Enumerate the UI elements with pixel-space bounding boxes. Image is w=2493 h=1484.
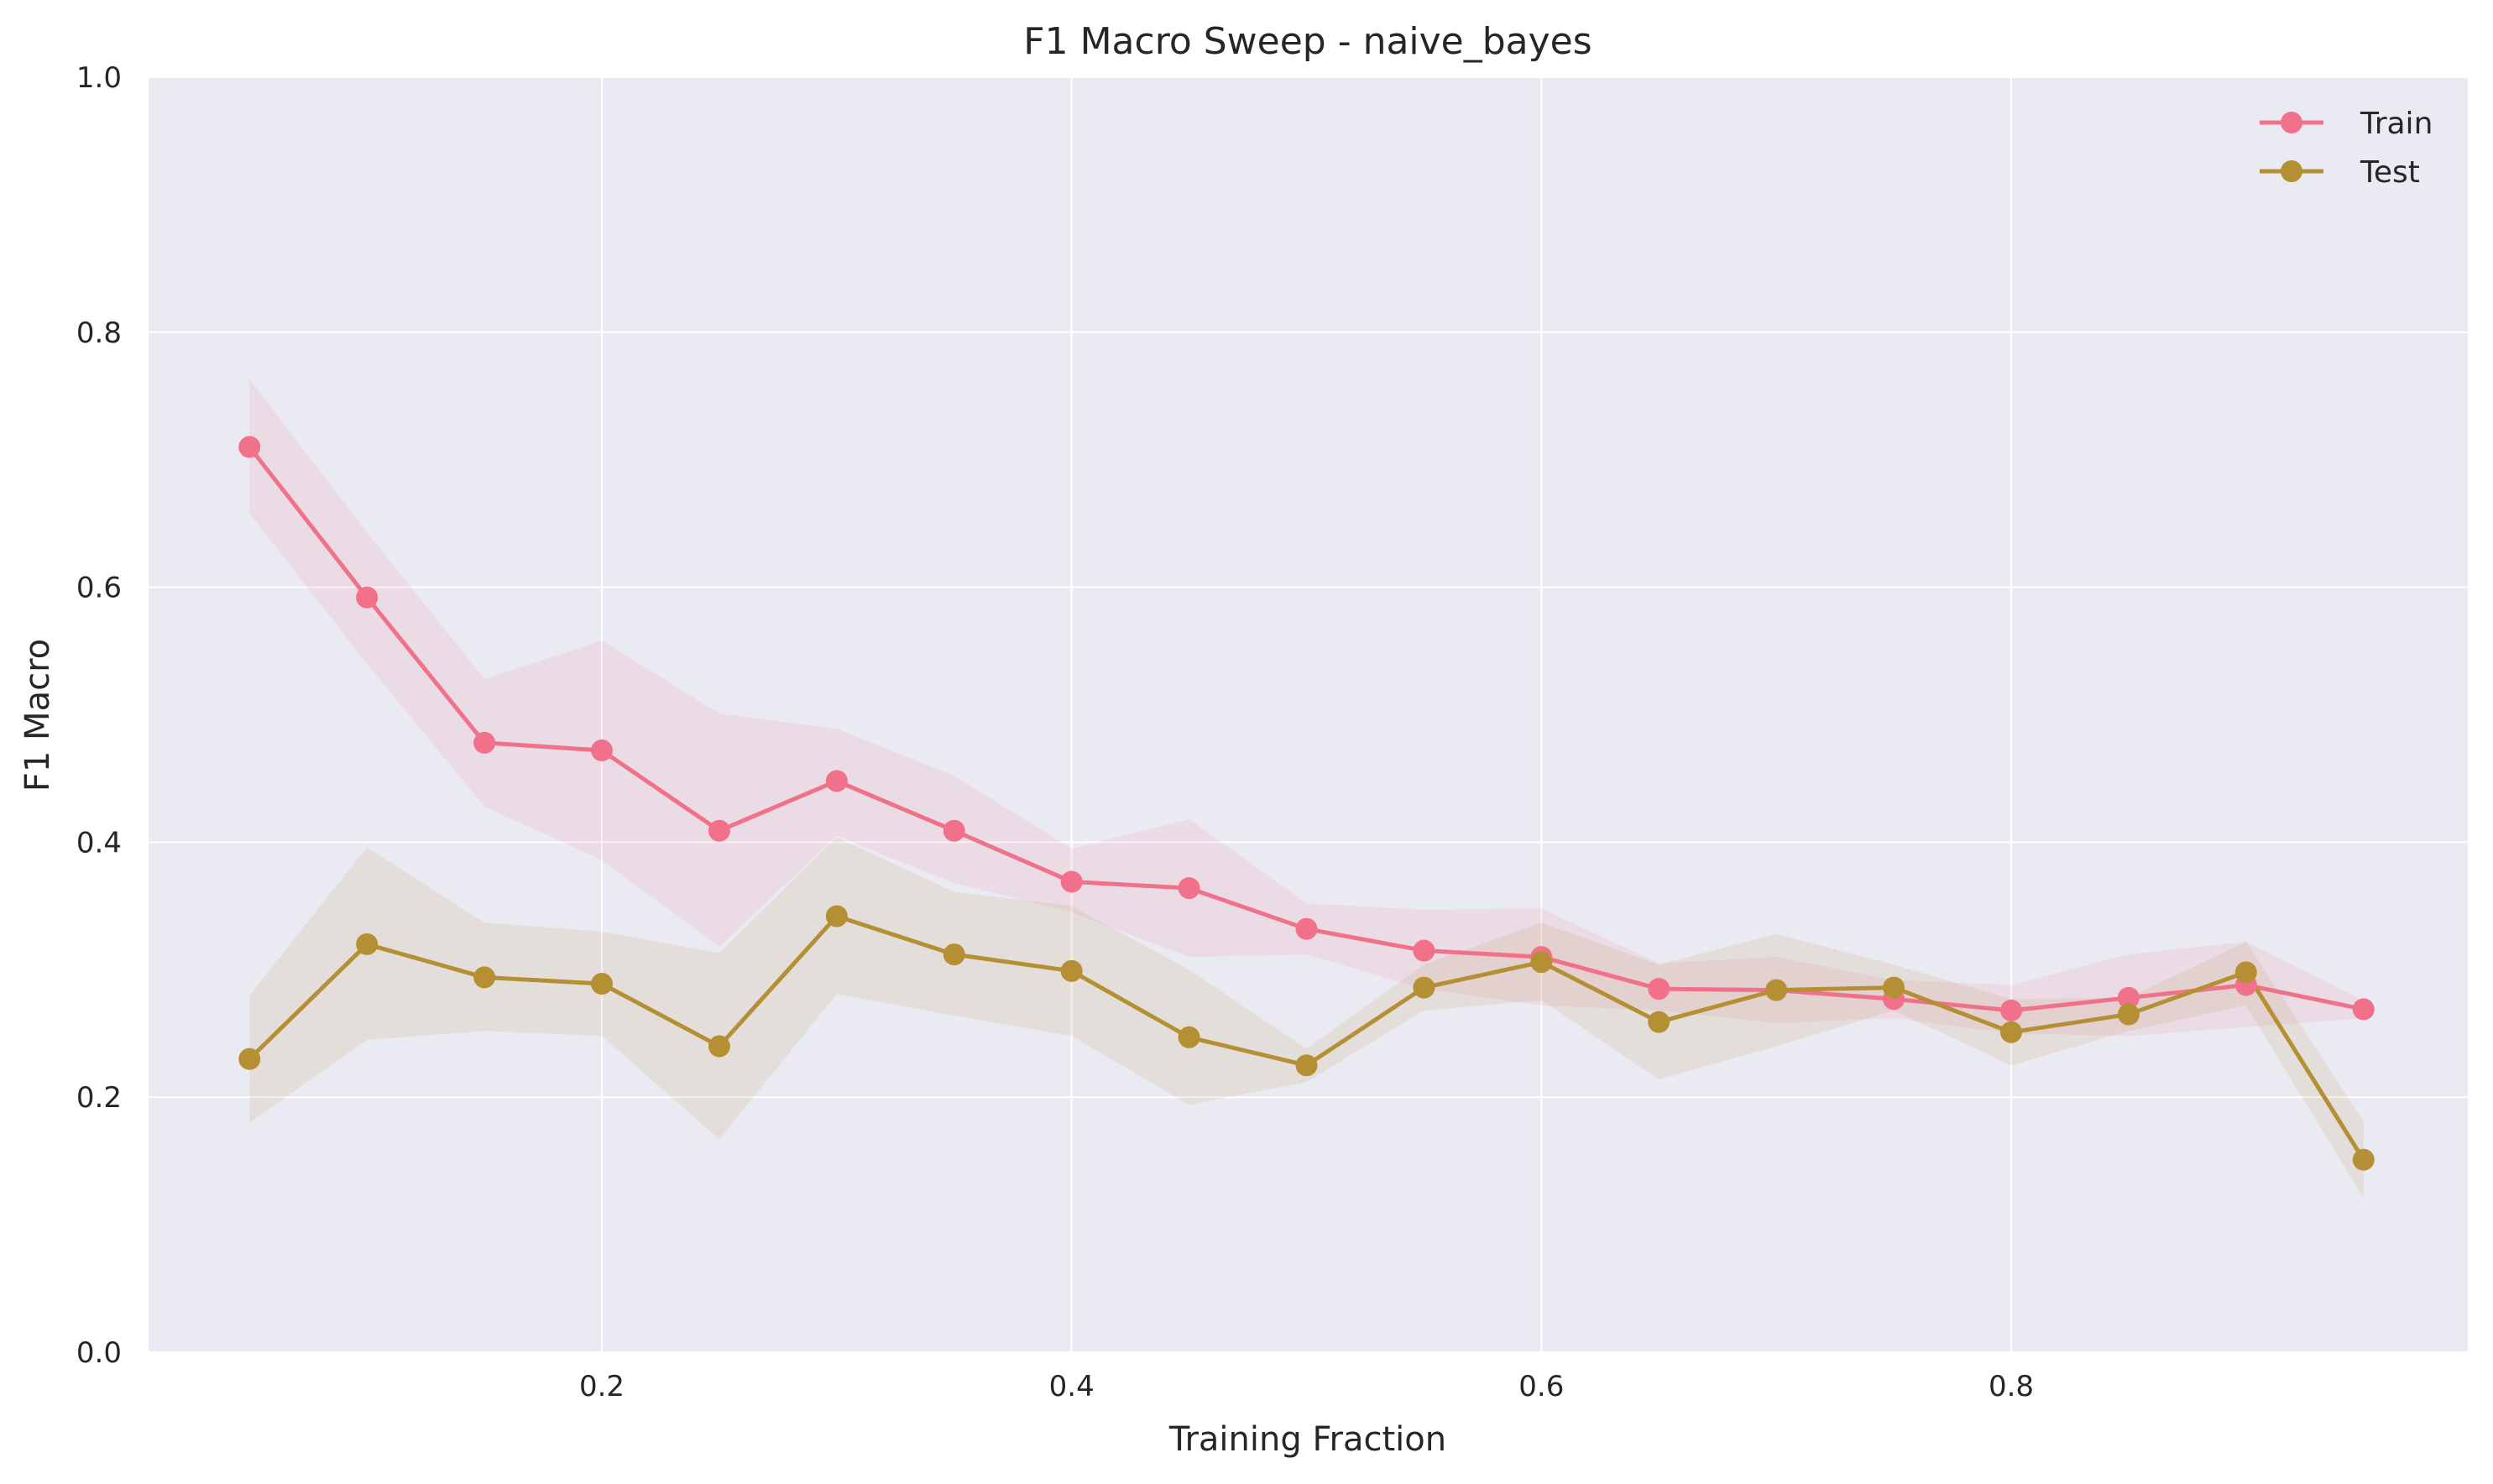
test-data-point	[943, 943, 965, 966]
train-data-point	[825, 770, 848, 792]
train-data-point	[943, 819, 965, 842]
x-tick-label: 0.8	[1989, 1370, 2034, 1403]
test-confidence-band	[249, 837, 2364, 1199]
legend-train-marker	[2281, 112, 2302, 133]
train-data-point	[2352, 998, 2375, 1021]
test-data-point	[1765, 979, 1788, 1001]
test-data-point	[1413, 976, 1435, 999]
train-data-point	[708, 819, 730, 842]
train-data-point	[1648, 978, 1670, 1001]
confidence-bands	[249, 379, 2364, 1199]
test-data-point	[1060, 959, 1083, 982]
train-data-point	[1413, 939, 1435, 962]
test-data-point	[2117, 1003, 2140, 1026]
x-tick-label: 0.2	[579, 1370, 625, 1403]
plot-background	[149, 77, 2468, 1352]
legend: Train Test	[2260, 107, 2433, 190]
test-data-point	[1648, 1011, 1670, 1033]
train-data-point	[356, 586, 379, 609]
test-data-point	[1530, 951, 1553, 974]
y-tick-label: 1.0	[76, 61, 122, 95]
test-data-point	[2352, 1148, 2375, 1171]
test-data-point	[825, 905, 848, 928]
test-data-point	[473, 966, 496, 989]
legend-train-label: Train	[2360, 107, 2433, 141]
train-data-point	[2000, 999, 2022, 1022]
x-axis-label: Training Fraction	[1168, 1420, 1446, 1459]
train-data-point	[1060, 870, 1083, 893]
y-tick-label: 0.2	[76, 1081, 122, 1115]
y-axis-label: F1 Macro	[18, 639, 57, 792]
y-tick-label: 0.0	[76, 1336, 122, 1370]
y-tick-label: 0.8	[76, 316, 122, 350]
train-data-point	[2117, 986, 2140, 1009]
chart-title: F1 Macro Sweep - naive_bayes	[1023, 20, 1591, 63]
test-data-point	[1295, 1054, 1318, 1077]
train-data-point	[1178, 877, 1200, 900]
legend-test-marker	[2281, 160, 2302, 182]
y-gridlines	[149, 76, 2468, 1353]
test-data-point	[2234, 961, 2257, 984]
train-data-point	[238, 436, 261, 458]
train-data-point	[473, 731, 496, 754]
x-tick-labels: 0.2 0.4 0.6 0.8	[579, 1370, 2034, 1403]
test-data-point	[2000, 1021, 2022, 1043]
test-data-point	[1883, 976, 1905, 999]
train-data-point	[1295, 917, 1318, 940]
test-data-point	[591, 973, 613, 995]
y-tick-labels: 0.0 0.2 0.4 0.6 0.8 1.0	[76, 61, 122, 1370]
series-points	[238, 436, 2375, 1171]
x-gridlines	[601, 77, 2012, 1352]
test-data-point	[1178, 1026, 1200, 1048]
y-tick-label: 0.6	[76, 572, 122, 605]
train-data-point	[591, 739, 613, 762]
test-data-point	[708, 1035, 730, 1058]
train-confidence-band	[249, 379, 2364, 1037]
legend-test-label: Test	[2360, 155, 2420, 190]
x-tick-label: 0.4	[1049, 1370, 1095, 1403]
y-tick-label: 0.4	[76, 826, 122, 860]
x-tick-label: 0.6	[1518, 1370, 1564, 1403]
test-data-point	[356, 933, 379, 955]
test-data-point	[238, 1048, 261, 1070]
